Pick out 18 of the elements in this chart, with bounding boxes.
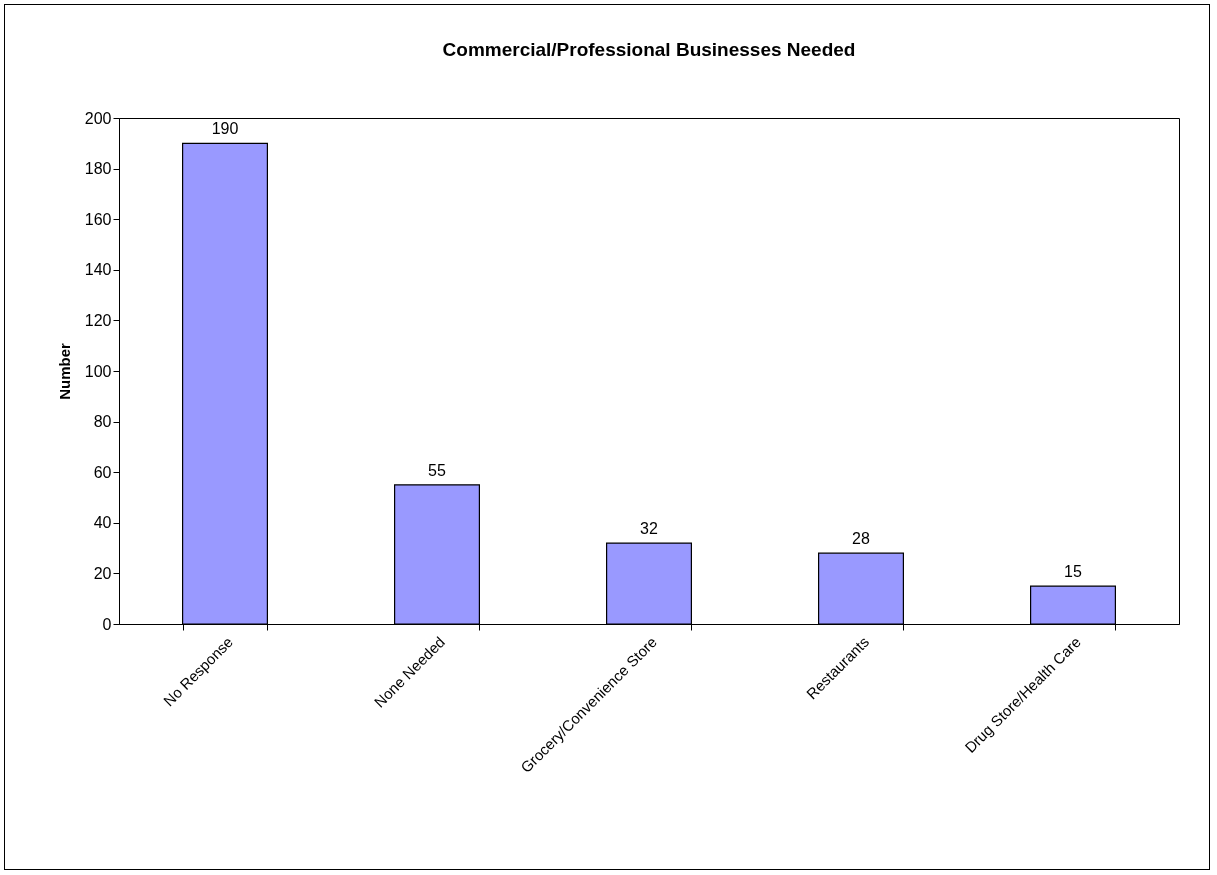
chart-title: Commercial/Professional Businesses Needed [442, 39, 856, 60]
y-tick-label: 0 [102, 615, 112, 633]
y-tick-label: 140 [84, 261, 112, 279]
y-tick-label: 120 [84, 311, 112, 329]
data-label: 55 [428, 461, 446, 479]
y-tick-label: 20 [93, 564, 112, 582]
y-tick-label: 100 [84, 362, 112, 380]
y-tick-label: 40 [93, 514, 112, 532]
y-tick-label: 200 [84, 109, 112, 127]
data-label: 28 [852, 530, 870, 548]
y-tick-label: 160 [84, 210, 112, 228]
data-label: 32 [640, 520, 658, 538]
y-tick-label: 80 [93, 413, 112, 431]
y-tick-label: 180 [84, 160, 112, 178]
data-label: 15 [1064, 563, 1082, 581]
y-axis-title: Number [55, 343, 73, 400]
data-label: 190 [211, 120, 239, 138]
y-tick-label: 60 [93, 463, 112, 481]
